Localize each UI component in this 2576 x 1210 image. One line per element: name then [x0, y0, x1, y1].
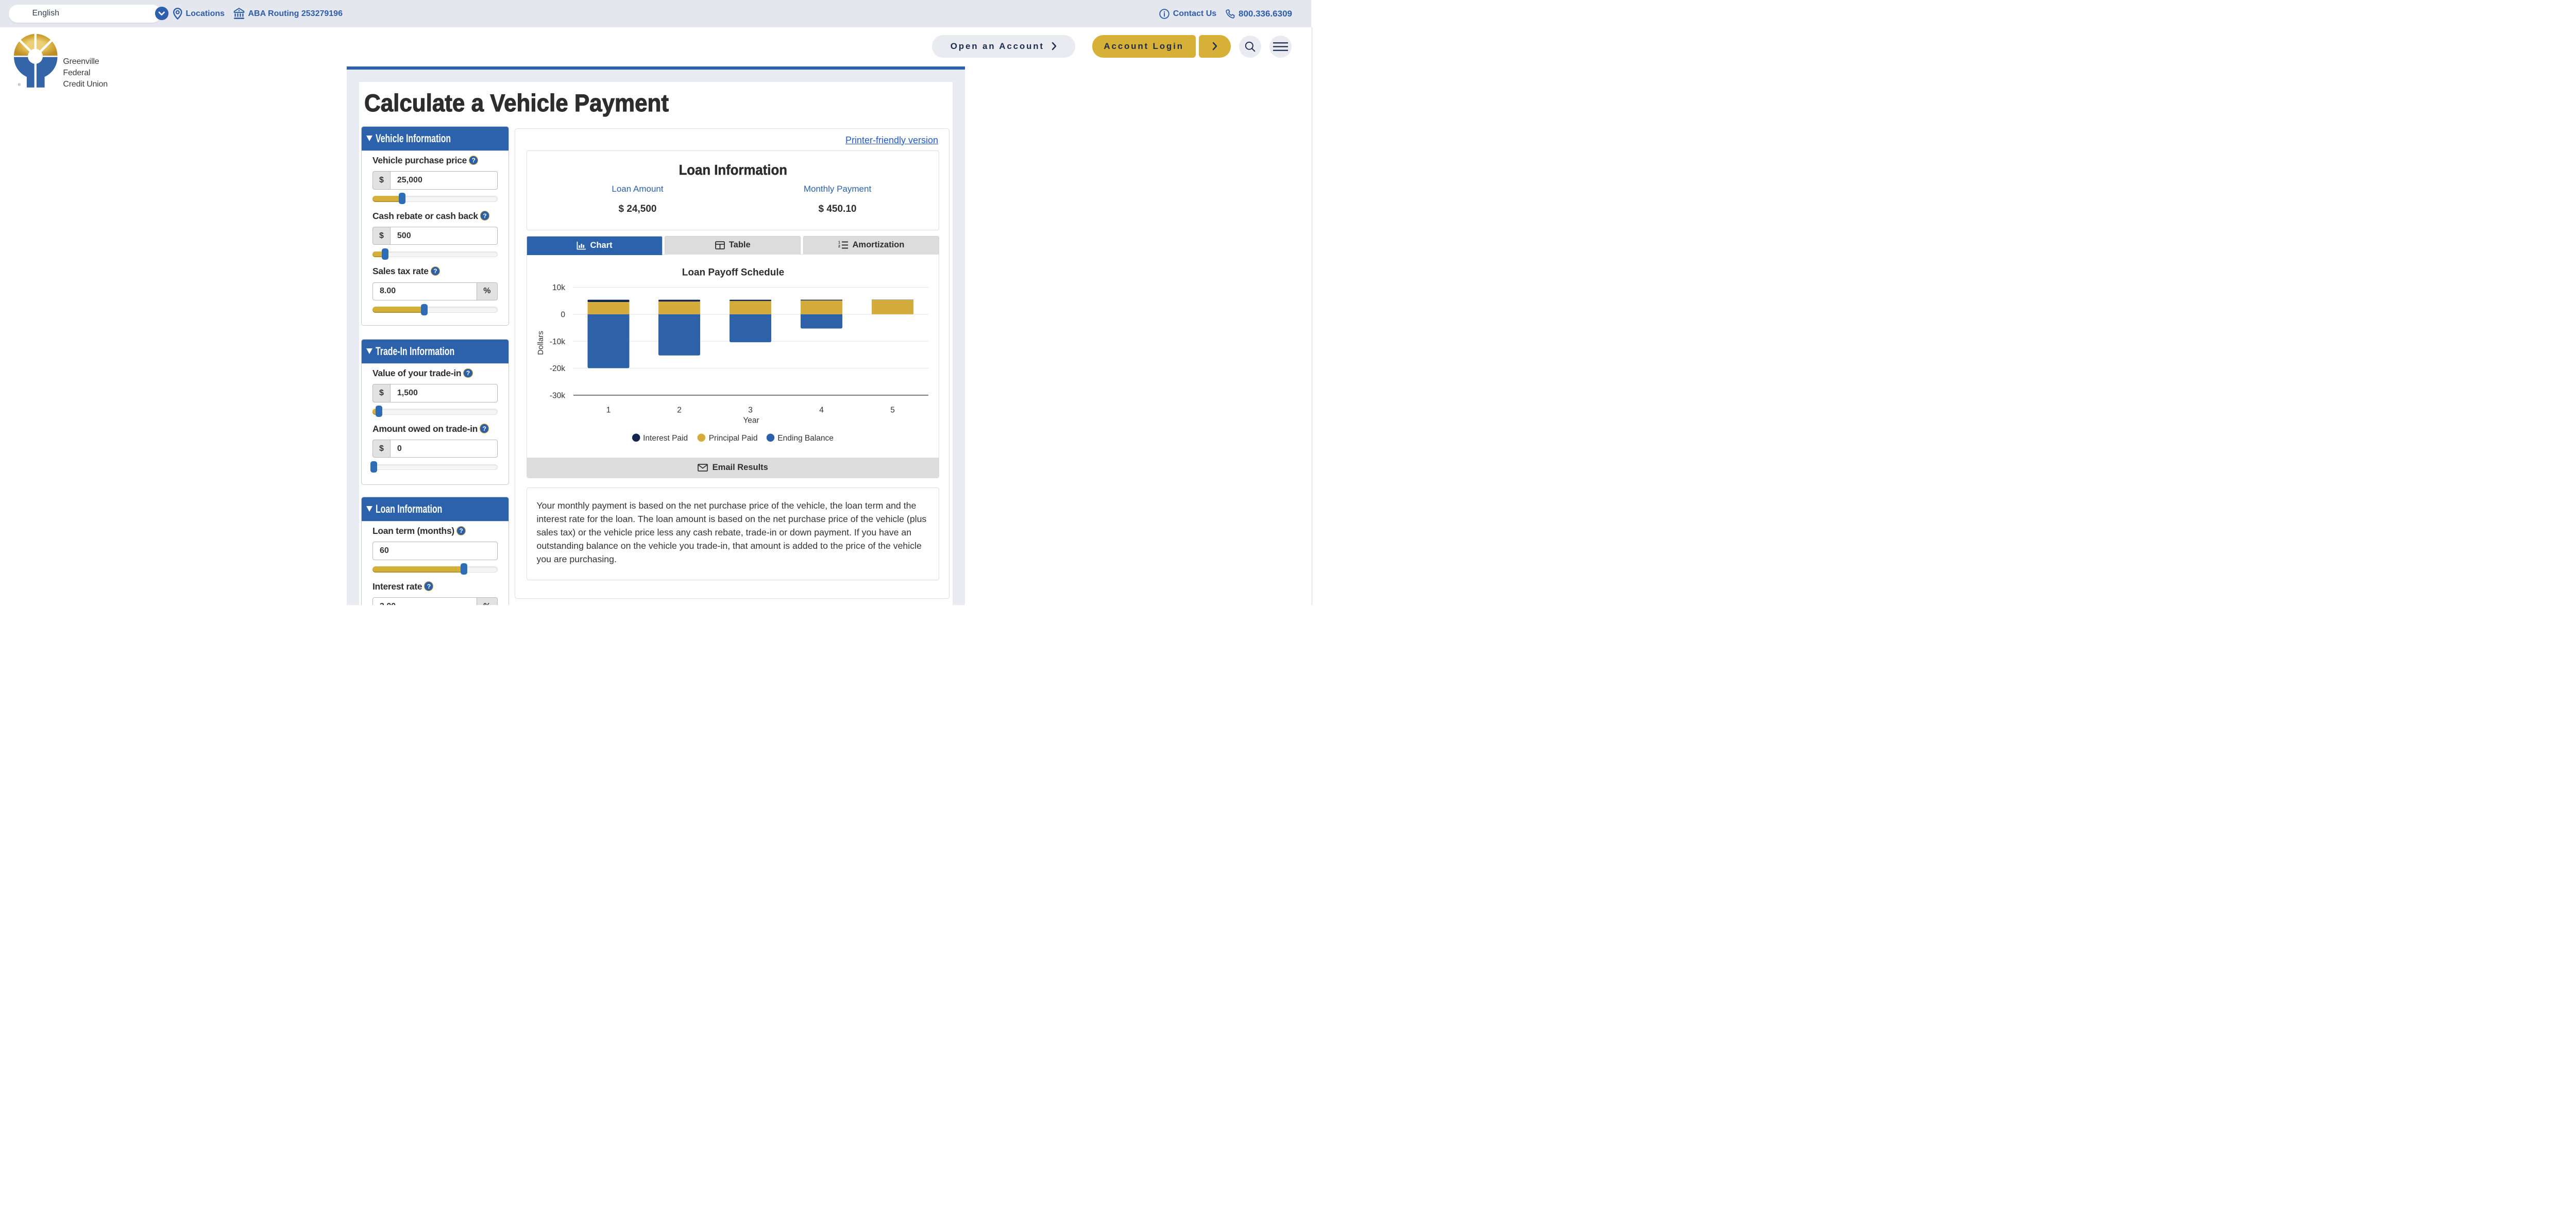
svg-text:5: 5 [890, 406, 895, 415]
svg-text:1: 1 [838, 241, 840, 245]
svg-text:Ending Balance: Ending Balance [777, 434, 834, 443]
svg-text:0: 0 [561, 311, 565, 320]
svg-text:10k: 10k [552, 283, 565, 292]
svg-text:Principal Paid: Principal Paid [708, 434, 757, 443]
svg-text:Year: Year [743, 416, 759, 425]
svg-text:Dollars: Dollars [536, 331, 545, 355]
svg-text:-20k: -20k [549, 364, 565, 373]
svg-text:1: 1 [606, 406, 611, 415]
svg-text:4: 4 [819, 406, 824, 415]
svg-text:Loan Payoff Schedule: Loan Payoff Schedule [682, 267, 784, 278]
svg-text:2: 2 [677, 406, 682, 415]
svg-text:®: ® [18, 82, 21, 87]
svg-text:2: 2 [838, 245, 840, 248]
svg-text:-10k: -10k [549, 338, 565, 346]
svg-text:-30k: -30k [549, 392, 565, 400]
svg-text:3: 3 [748, 406, 753, 415]
svg-text:Interest Paid: Interest Paid [643, 434, 688, 443]
